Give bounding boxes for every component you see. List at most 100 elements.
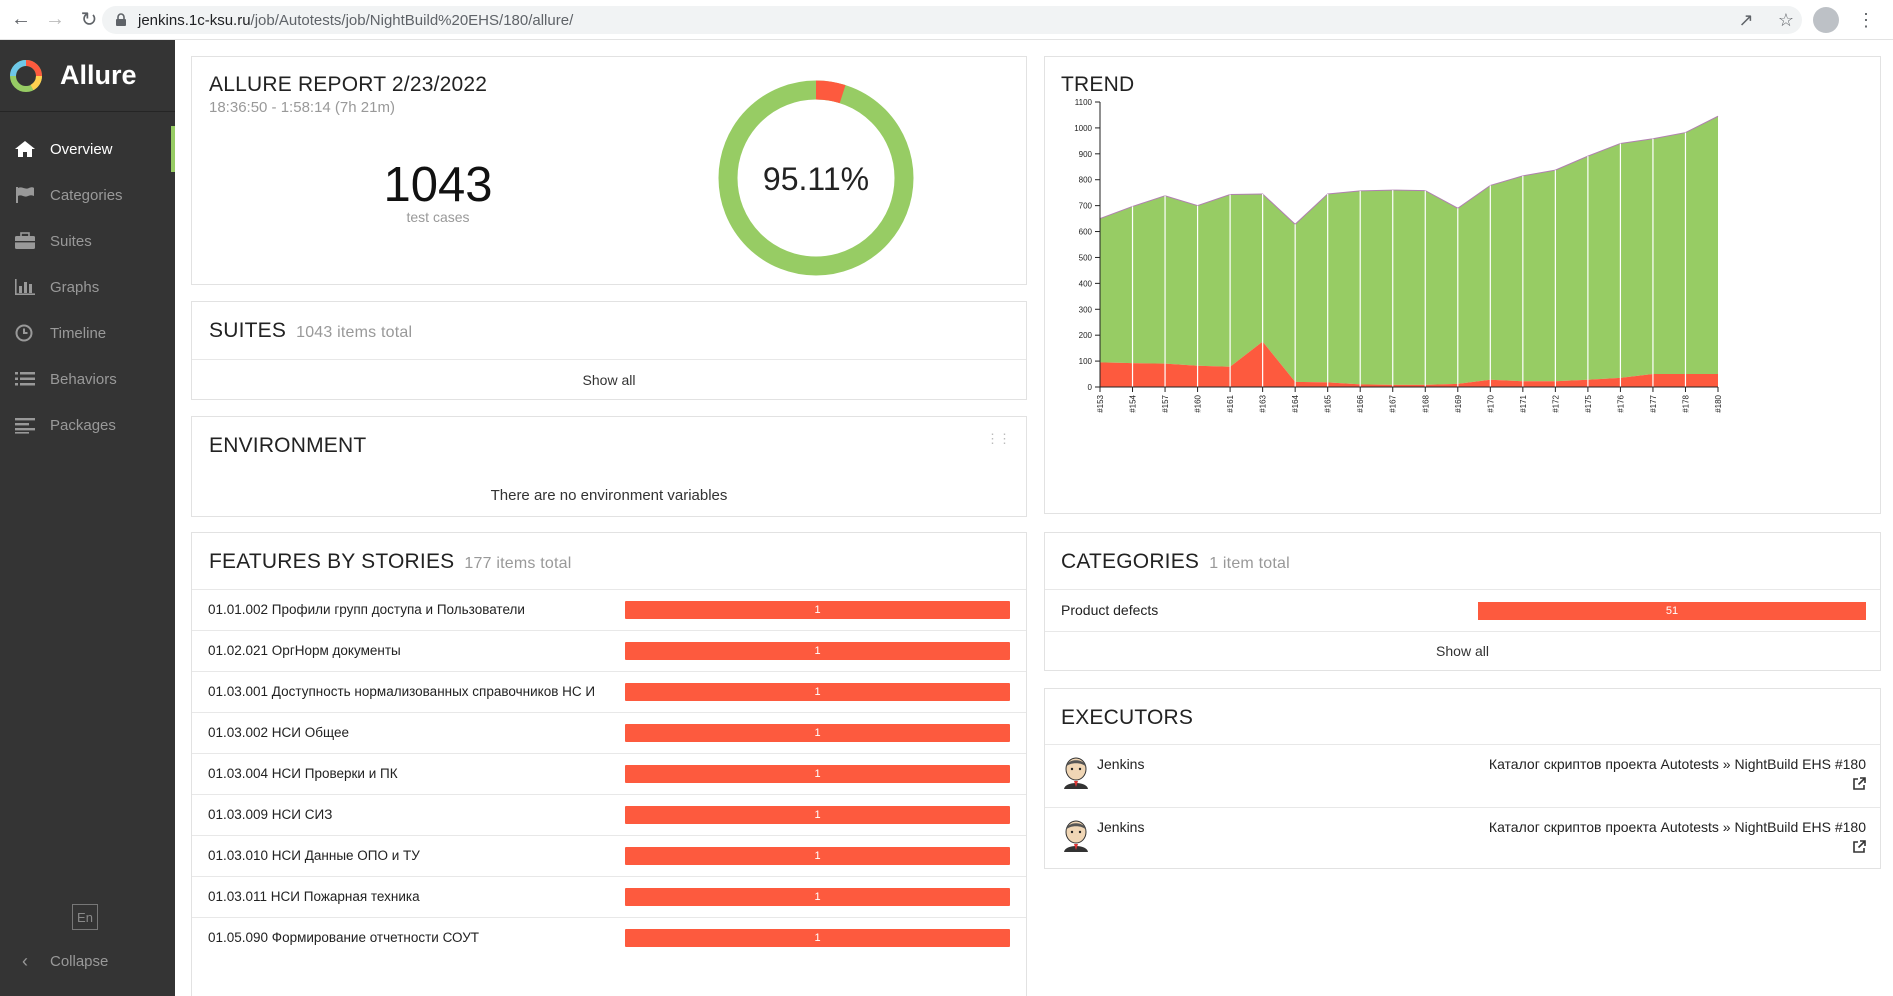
x-tick-label: #169 bbox=[1454, 394, 1463, 412]
x-tick-label: #164 bbox=[1291, 394, 1300, 412]
y-tick-label: 600 bbox=[1079, 228, 1093, 237]
features-subtitle: 177 items total bbox=[464, 555, 572, 572]
y-tick-label: 700 bbox=[1079, 202, 1093, 211]
y-tick-label: 0 bbox=[1088, 383, 1093, 392]
categories-title: CATEGORIES 1 item total bbox=[1061, 550, 1290, 574]
suites-show-all-button[interactable]: Show all bbox=[582, 372, 636, 388]
summary-widget: ALLURE REPORT 2/23/2022 18:36:50 - 1:58:… bbox=[191, 56, 1027, 285]
list-item[interactable]: Product defects 51 bbox=[1045, 589, 1880, 631]
sidebar-item-suites[interactable]: Suites bbox=[0, 218, 175, 264]
external-link-icon[interactable] bbox=[1852, 777, 1866, 791]
features-list: 01.01.002 Профили групп доступа и Пользо… bbox=[192, 589, 1026, 958]
y-tick-label: 500 bbox=[1079, 253, 1093, 262]
profile-icon bbox=[1813, 7, 1839, 33]
feature-failed-bar: 1 bbox=[625, 806, 1010, 824]
x-tick-label: #175 bbox=[1584, 394, 1593, 412]
categories-title-text: CATEGORIES bbox=[1061, 550, 1200, 573]
list-item[interactable]: 01.05.090 Формирование отчетности СОУТ 1 bbox=[192, 917, 1026, 958]
list-item[interactable]: 01.01.002 Профили групп доступа и Пользо… bbox=[192, 589, 1026, 630]
jenkins-avatar-icon bbox=[1064, 757, 1088, 789]
reload-icon[interactable]: ↻ bbox=[80, 9, 98, 31]
sidebar-item-overview[interactable]: Overview bbox=[0, 126, 175, 172]
forward-arrow-icon[interactable]: → bbox=[45, 8, 65, 30]
feature-name: 01.03.011 НСИ Пожарная техника bbox=[208, 889, 420, 904]
briefcase-icon bbox=[15, 232, 35, 249]
collapse-button[interactable]: ‹ Collapse bbox=[14, 951, 108, 972]
sidebar-item-packages[interactable]: Packages bbox=[0, 402, 175, 448]
list-item[interactable]: 01.03.001 Доступность нормализованных сп… bbox=[192, 671, 1026, 712]
report-title: ALLURE REPORT 2/23/2022 bbox=[209, 73, 488, 96]
executor-link[interactable]: Каталог скриптов проекта Autotests » Nig… bbox=[1488, 819, 1866, 835]
sidebar-item-label: Packages bbox=[50, 416, 116, 434]
sidebar-item-behaviors[interactable]: Behaviors bbox=[0, 356, 175, 402]
y-tick-label: 100 bbox=[1079, 357, 1093, 366]
test-cases-count: 1043 bbox=[383, 158, 493, 212]
divider bbox=[192, 359, 1026, 360]
sidebar: Allure Overview Categories Suites Graphs… bbox=[0, 40, 175, 996]
sidebar-item-categories[interactable]: Categories bbox=[0, 172, 175, 218]
report-time-range: 18:36:50 - 1:58:14 (7h 21m) bbox=[209, 99, 395, 116]
donut-failed-arc bbox=[815, 80, 846, 104]
brand[interactable]: Allure bbox=[0, 40, 175, 112]
flag-icon bbox=[16, 187, 34, 203]
suites-subtitle: 1043 items total bbox=[296, 324, 413, 341]
feature-failed-bar: 1 bbox=[625, 724, 1010, 742]
environment-empty-text: There are no environment variables bbox=[490, 487, 728, 504]
feature-failed-bar: 1 bbox=[625, 765, 1010, 783]
star-icon[interactable]: ☆ bbox=[1777, 9, 1795, 30]
y-tick-label: 300 bbox=[1079, 305, 1093, 314]
url-host: jenkins.1c-ksu.ru bbox=[138, 11, 251, 29]
pass-rate-donut: 95.11% bbox=[718, 80, 914, 276]
trend-chart: 0 100 200 300 400 500 600 700 800 900 1000 1100 #153… bbox=[1074, 98, 1723, 413]
list-item[interactable]: 01.03.002 НСИ Общее 1 bbox=[192, 712, 1026, 753]
x-tick-label: #163 bbox=[1259, 394, 1268, 412]
list-item[interactable]: 01.03.004 НСИ Проверки и ПК 1 bbox=[192, 753, 1026, 794]
sidebar-item-label: Suites bbox=[50, 232, 92, 250]
list-item[interactable]: 01.03.011 НСИ Пожарная техника 1 bbox=[192, 876, 1026, 917]
executor-link[interactable]: Каталог скриптов проекта Autotests » Nig… bbox=[1488, 756, 1866, 772]
feature-name: 01.03.002 НСИ Общее bbox=[208, 725, 349, 740]
executor-name: Jenkins bbox=[1097, 756, 1145, 772]
executors-widget: EXECUTORS Jenkins Каталог скриптов проек… bbox=[1044, 688, 1881, 869]
environment-widget: ENVIRONMENT ⋮⋮ There are no environment … bbox=[191, 416, 1027, 517]
suites-title: SUITES 1043 items total bbox=[209, 319, 412, 343]
align-left-icon bbox=[15, 418, 35, 434]
features-widget: FEATURES BY STORIES 177 items total 01.0… bbox=[191, 532, 1027, 996]
list-item[interactable]: 01.03.010 НСИ Данные ОПО и ТУ 1 bbox=[192, 835, 1026, 876]
back-arrow-icon[interactable]: ← bbox=[11, 8, 31, 30]
language-selector[interactable]: En bbox=[72, 904, 98, 930]
categories-widget: CATEGORIES 1 item total Product defects … bbox=[1044, 532, 1881, 671]
sidebar-item-label: Graphs bbox=[50, 278, 100, 296]
sidebar-item-timeline[interactable]: Timeline bbox=[0, 310, 175, 356]
x-tick-label: #154 bbox=[1129, 394, 1138, 412]
sidebar-item-graphs[interactable]: Graphs bbox=[0, 264, 175, 310]
share-icon[interactable]: ↗ bbox=[1738, 9, 1754, 30]
features-title-text: FEATURES BY STORIES bbox=[209, 550, 455, 573]
address-bar[interactable]: jenkins.1c-ksu.ru/job/Autotests/job/Nigh… bbox=[102, 6, 1802, 34]
list-item[interactable]: 01.02.021 ОргНорм документы 1 bbox=[192, 630, 1026, 671]
features-title: FEATURES BY STORIES 177 items total bbox=[209, 550, 571, 574]
x-tick-label: #170 bbox=[1486, 394, 1495, 412]
environment-title: ENVIRONMENT bbox=[209, 434, 367, 457]
feature-failed-bar: 1 bbox=[625, 601, 1010, 619]
feature-name: 01.03.004 НСИ Проверки и ПК bbox=[208, 766, 398, 781]
y-tick-label: 1000 bbox=[1074, 124, 1092, 133]
list-item[interactable]: 01.03.009 НСИ СИЗ 1 bbox=[192, 794, 1026, 835]
bar-chart-icon bbox=[15, 279, 35, 295]
external-link-icon[interactable] bbox=[1852, 840, 1866, 854]
categories-show-all-button[interactable]: Show all bbox=[1436, 643, 1489, 659]
sidebar-item-label: Categories bbox=[50, 186, 123, 204]
feature-failed-bar: 1 bbox=[625, 929, 1010, 947]
x-tick-label: #171 bbox=[1519, 394, 1528, 412]
drag-handle-icon[interactable]: ⋮⋮ bbox=[986, 431, 1011, 446]
chevron-left-icon: ‹ bbox=[22, 951, 28, 971]
x-tick-label: #180 bbox=[1714, 394, 1723, 412]
profile-avatar[interactable] bbox=[1813, 7, 1839, 33]
y-tick-label: 200 bbox=[1079, 331, 1093, 340]
feature-failed-bar: 1 bbox=[625, 888, 1010, 906]
more-menu-icon[interactable]: ⋮ bbox=[1857, 9, 1875, 30]
executors-title: EXECUTORS bbox=[1061, 706, 1194, 729]
trend-title: TREND bbox=[1061, 73, 1135, 96]
divider bbox=[1045, 631, 1880, 632]
